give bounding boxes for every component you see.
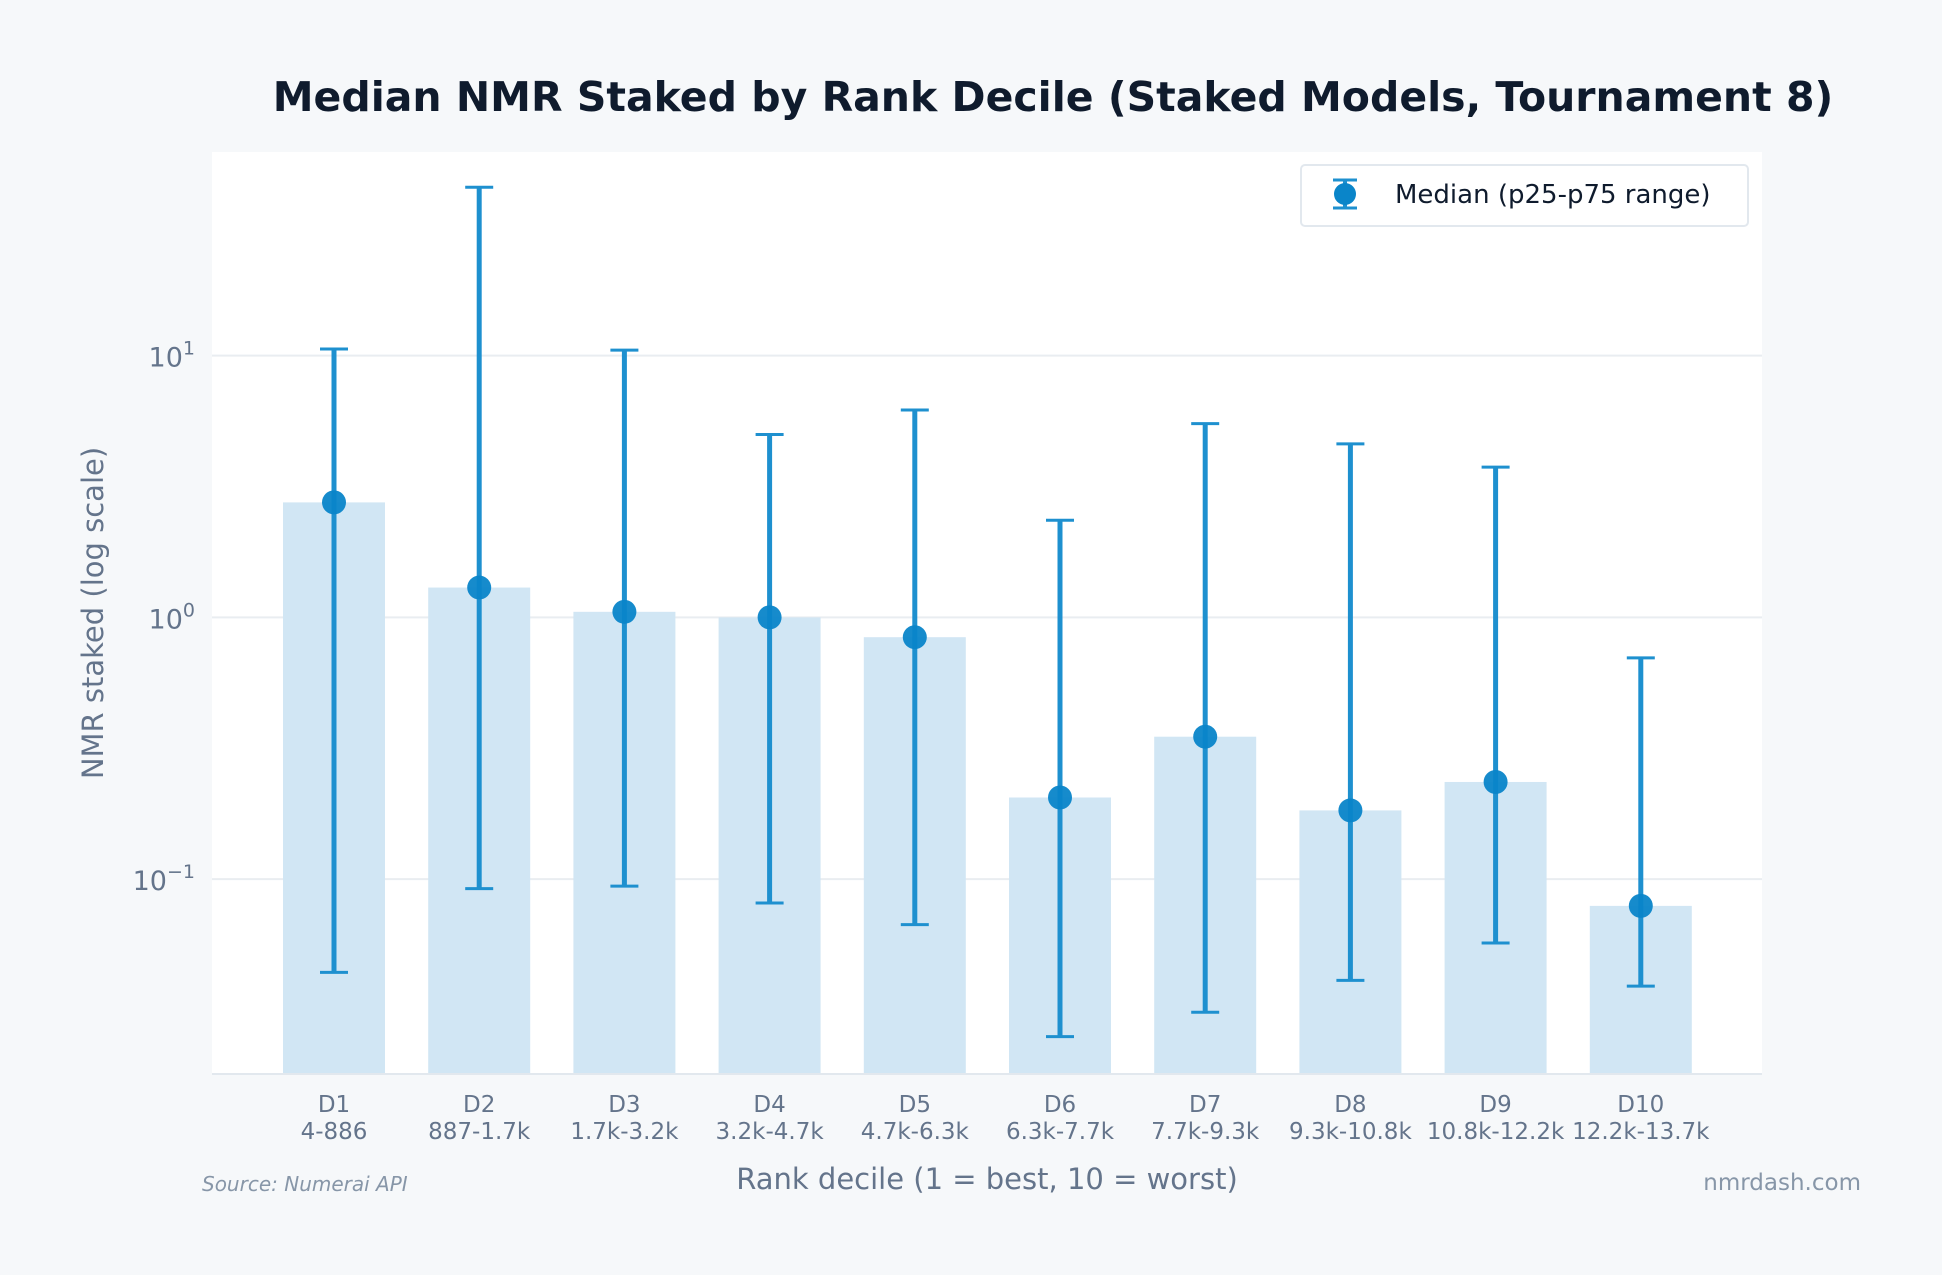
median-point-D6 [1048, 785, 1072, 810]
error-bar-D7 [1191, 422, 1220, 1014]
median-point-D8 [1338, 798, 1363, 823]
x-tick-label-D8: D8 [1334, 1092, 1366, 1118]
median-point-D5 [902, 625, 927, 650]
x-tick-range-D3: 1.7k-3.2k [570, 1119, 679, 1145]
chart-title: Median NMR Staked by Rank Decile (Staked… [273, 73, 1834, 121]
median-point-D7 [1193, 724, 1218, 749]
site-watermark: nmrdash.com [1703, 1170, 1861, 1196]
median-point-D1 [322, 490, 346, 515]
median-point-D10 [1628, 893, 1653, 918]
y-axis-label: NMR staked (log scale) [76, 447, 110, 779]
median-point-D4 [757, 605, 782, 630]
error-bar-D5 [900, 408, 929, 927]
x-tick-range-D1: 4-886 [301, 1119, 368, 1145]
x-tick-label-D9: D9 [1479, 1092, 1511, 1118]
x-tick-range-D8: 9.3k-10.8k [1289, 1119, 1412, 1145]
x-tick-range-D4: 3.2k-4.7k [716, 1119, 825, 1145]
x-axis-label: Rank decile (1 = best, 10 = worst) [736, 1162, 1238, 1196]
legend-box [1300, 164, 1749, 227]
x-tick-label-D10: D10 [1617, 1092, 1664, 1118]
median-point-D9 [1483, 769, 1508, 794]
legend-label: Median (p25-p75 range) [1395, 180, 1711, 210]
x-tick-label-D4: D4 [753, 1092, 785, 1118]
x-tick-range-D2: 887-1.7k [428, 1119, 531, 1145]
error-bar-D8 [1336, 442, 1365, 982]
x-tick-range-D5: 4.7k-6.3k [861, 1119, 970, 1145]
y-tick-label-0: 10−1 [133, 861, 195, 897]
legend: Median (p25-p75 range) [1300, 164, 1749, 227]
x-tick-range-D6: 6.3k-7.7k [1006, 1119, 1115, 1145]
x-tick-label-D5: D5 [899, 1092, 931, 1118]
source-note: Source: Numerai API [202, 1172, 408, 1196]
x-tick-label-D6: D6 [1044, 1092, 1076, 1118]
error-bars [320, 185, 1655, 1039]
y-tick-label-2: 101 [149, 338, 195, 374]
y-tick-label-1: 100 [149, 599, 195, 635]
error-bar-D1 [320, 347, 348, 974]
x-tick-label-D1: D1 [318, 1092, 350, 1118]
median-markers [322, 490, 1653, 918]
x-tick-label-D7: D7 [1189, 1092, 1221, 1118]
x-tick-range-D10: 12.2k-13.7k [1572, 1119, 1710, 1145]
median-point-D2 [467, 575, 492, 600]
error-bar-D6 [1046, 518, 1074, 1039]
x-tick-range-D7: 7.7k-9.3k [1151, 1119, 1260, 1145]
x-tick-label-D3: D3 [608, 1092, 640, 1118]
median-point-D3 [612, 599, 637, 624]
x-tick-range-D9: 10.8k-12.2k [1427, 1119, 1565, 1145]
error-bar-D9 [1481, 465, 1510, 945]
error-bar-D2 [465, 185, 494, 891]
error-bar-D10 [1626, 656, 1655, 988]
x-tick-label-D2: D2 [463, 1092, 495, 1118]
legend-marker-icon [1333, 178, 1357, 210]
error-bar-D4 [755, 432, 784, 905]
y-ticks: 10−1 100 101 [133, 338, 195, 897]
